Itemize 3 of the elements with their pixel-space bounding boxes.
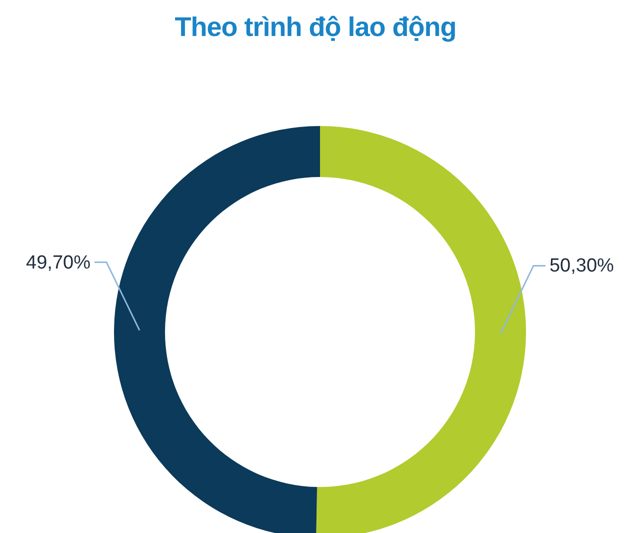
data-label: 50,30%: [549, 256, 614, 277]
chart-title: Theo trình độ lao động: [174, 12, 458, 43]
data-label: 49,70%: [26, 252, 91, 274]
